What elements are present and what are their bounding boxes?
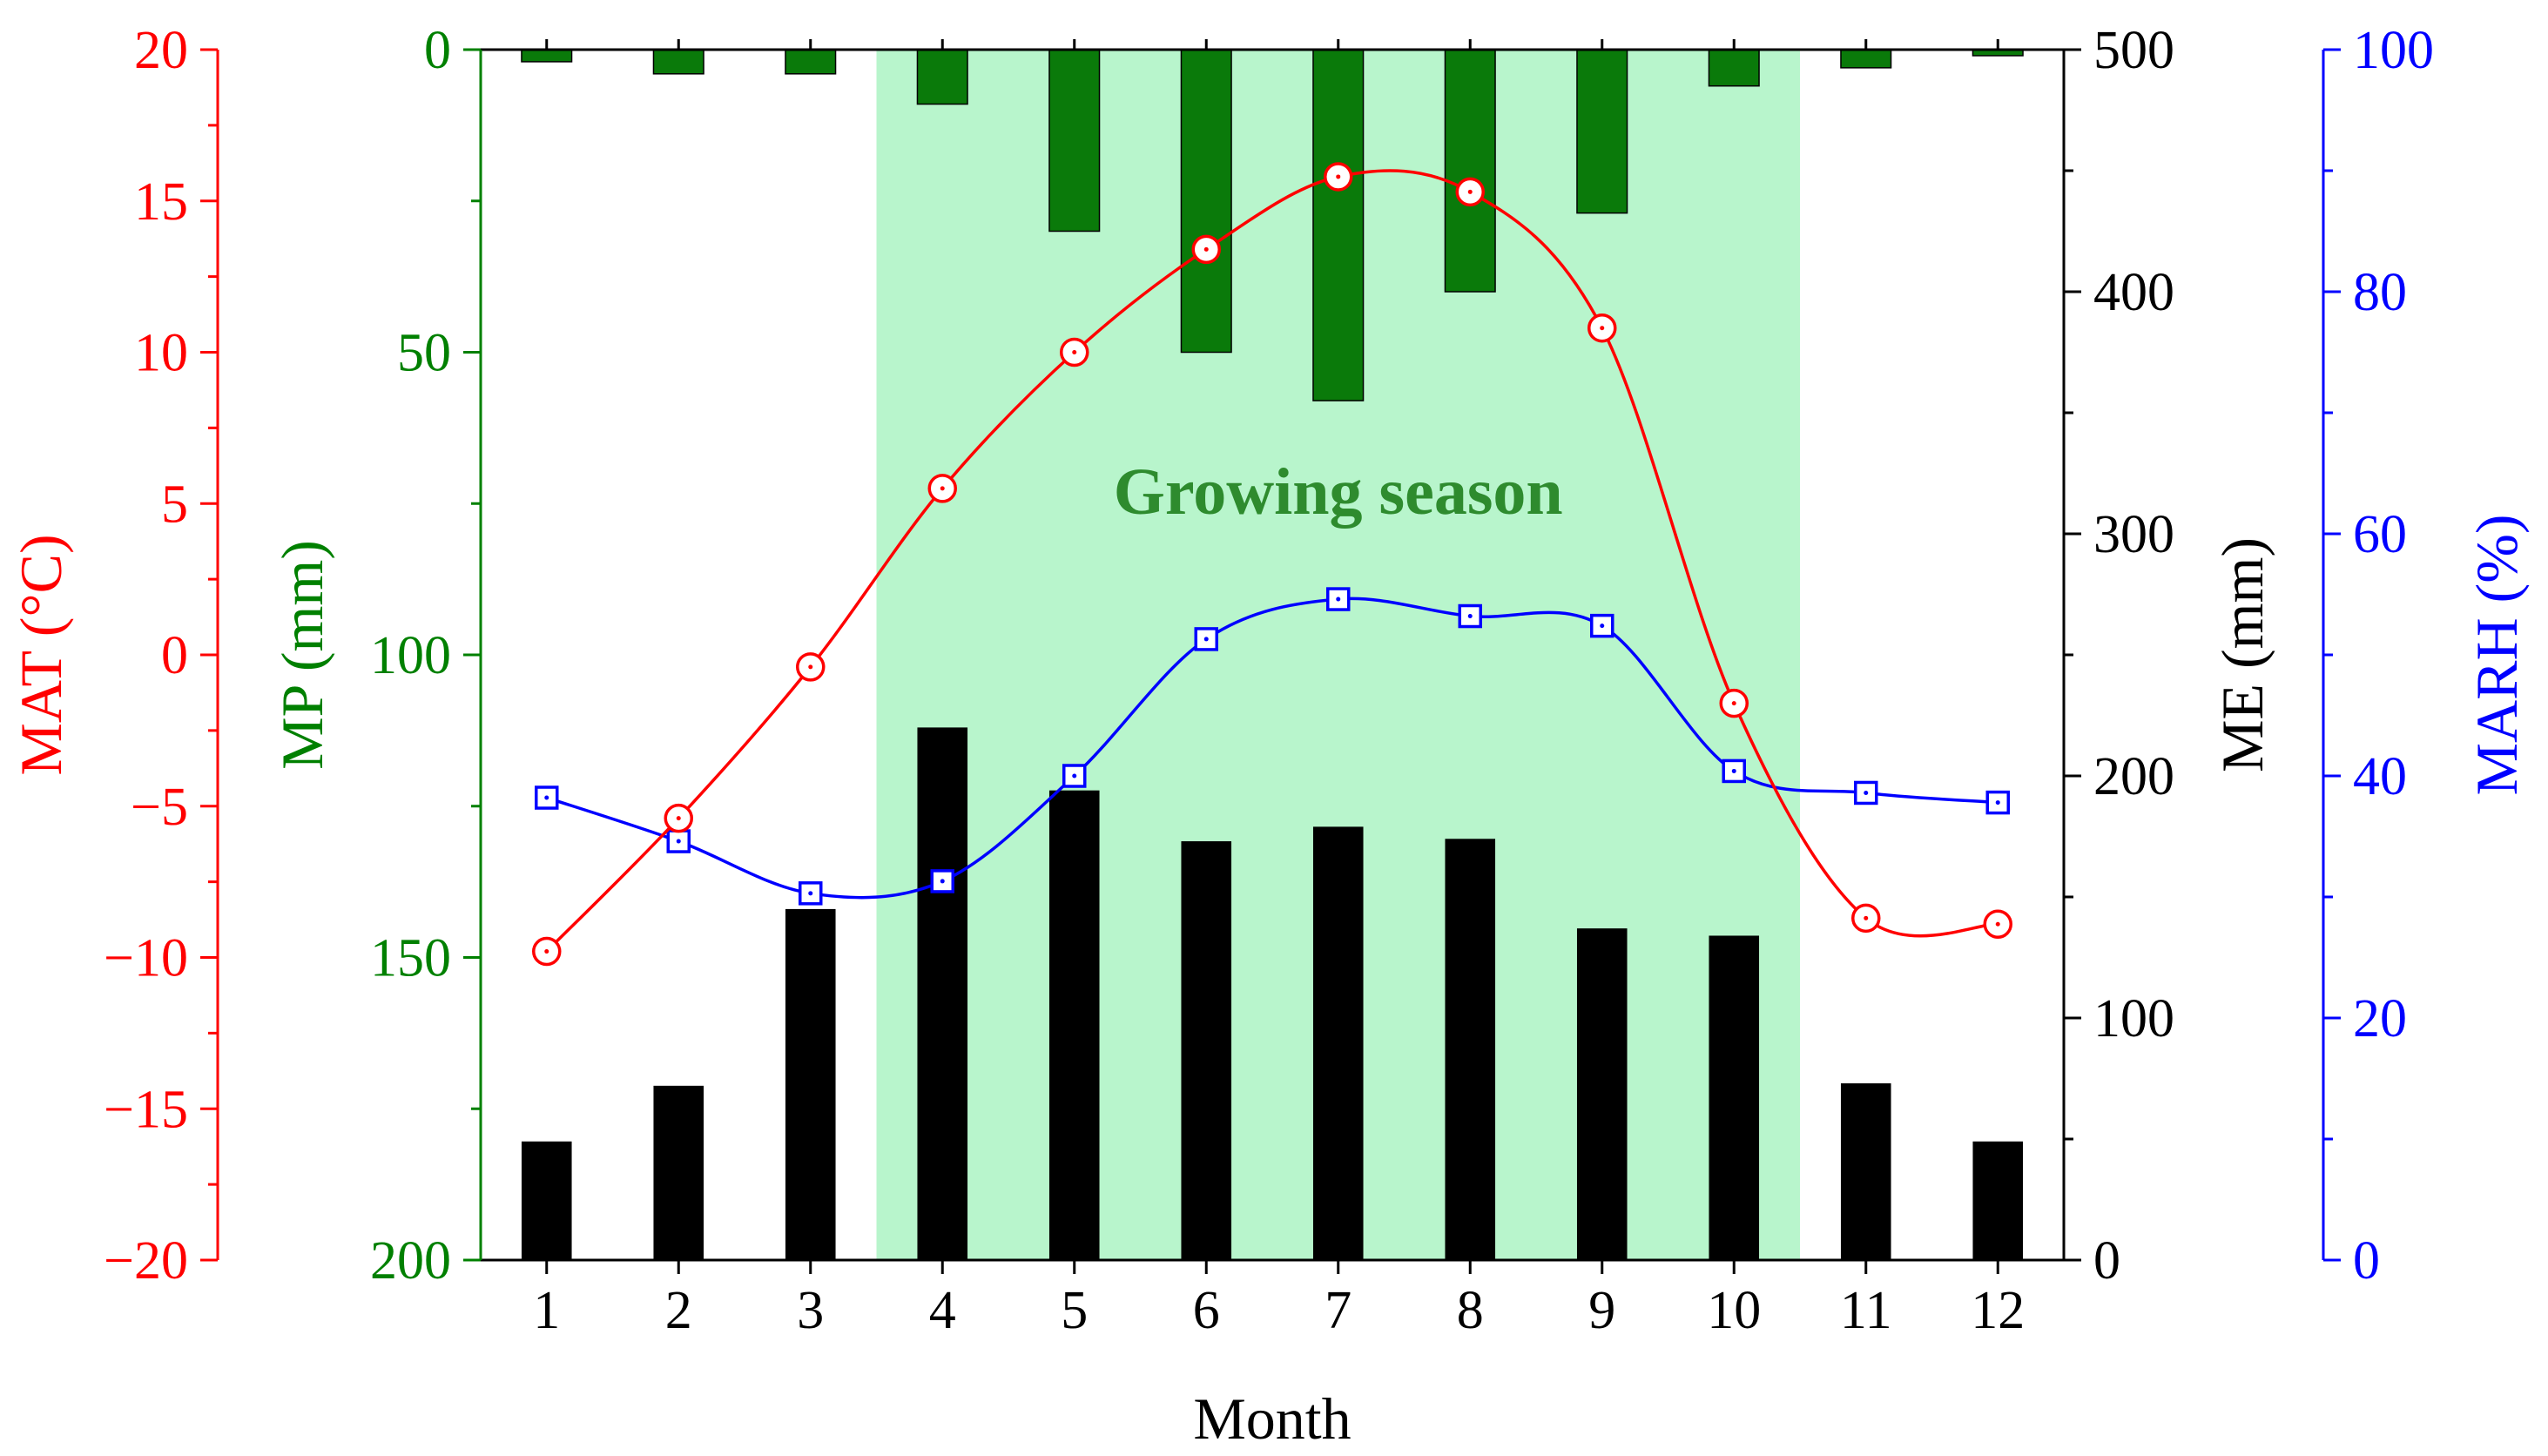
me-axis-title: ME (mm) — [2209, 537, 2275, 772]
x-tick-label-2: 2 — [665, 1281, 692, 1340]
mp-bar-month-6 — [1180, 49, 1232, 354]
mat-marker-dot-month-12 — [1995, 921, 2000, 927]
mat-tick-label--10: −10 — [104, 929, 188, 988]
x-tick-label-11: 11 — [1840, 1281, 1892, 1340]
mat-tick-label--20: −20 — [104, 1231, 188, 1291]
marh-marker-month-10 — [1722, 758, 1746, 784]
mp-bar-month-9 — [1576, 49, 1628, 214]
mp-tick-label-100: 100 — [370, 626, 451, 685]
me-bar-month-3 — [785, 908, 836, 1260]
me-bar-month-12 — [1972, 1141, 2024, 1260]
mat-axis-title: MAT (°C) — [8, 534, 74, 775]
marh-marker-dot-month-11 — [1864, 790, 1869, 795]
me-bar-month-5 — [1048, 790, 1100, 1260]
x-tick-label-9: 9 — [1588, 1281, 1615, 1340]
marh-axis-title: MARH (%) — [2464, 515, 2530, 796]
mat-tick-label-0: 0 — [161, 626, 188, 685]
me-bar-month-7 — [1312, 826, 1364, 1260]
me-tick-label-300: 300 — [2093, 505, 2174, 564]
mat-marker-dot-month-9 — [1600, 326, 1605, 331]
marh-marker-dot-month-5 — [1072, 773, 1077, 779]
marh-marker-dot-month-10 — [1731, 768, 1736, 773]
me-bar-month-6 — [1181, 841, 1232, 1260]
x-tick-label-3: 3 — [797, 1281, 824, 1340]
x-tick-label-1: 1 — [533, 1281, 560, 1340]
mat-marker-dot-month-3 — [808, 664, 813, 670]
x-tick-label-10: 10 — [1707, 1281, 1761, 1340]
mp-bar-month-7 — [1312, 49, 1365, 401]
x-tick-label-8: 8 — [1457, 1281, 1484, 1340]
marh-marker-dot-month-6 — [1203, 637, 1209, 642]
me-tick-label-0: 0 — [2093, 1231, 2120, 1291]
mp-bar-month-10 — [1708, 49, 1760, 87]
marh-tick-label-80: 80 — [2353, 263, 2407, 322]
x-tick-label-4: 4 — [929, 1281, 956, 1340]
mat-marker-dot-month-7 — [1336, 174, 1341, 179]
mat-tick-label--15: −15 — [104, 1080, 188, 1139]
mat-tick-label-5: 5 — [161, 475, 188, 534]
me-tick-label-100: 100 — [2093, 989, 2174, 1048]
marh-marker-month-1 — [535, 785, 559, 810]
mat-tick-label-10: 10 — [134, 324, 188, 383]
marh-tick-label-100: 100 — [2353, 21, 2434, 80]
mp-tick-label-150: 150 — [370, 929, 451, 988]
mp-tick-label-200: 200 — [370, 1231, 451, 1291]
me-bar-month-4 — [917, 727, 968, 1260]
mp-axis-title: MP (mm) — [269, 540, 335, 770]
me-tick-label-400: 400 — [2093, 263, 2174, 322]
mp-tick-label-0: 0 — [424, 21, 451, 80]
mat-marker-dot-month-11 — [1864, 915, 1869, 920]
me-bar-month-11 — [1840, 1083, 1891, 1260]
mat-marker-dot-month-10 — [1731, 701, 1736, 706]
marh-tick-label-60: 60 — [2353, 505, 2407, 564]
x-tick-label-5: 5 — [1061, 1281, 1088, 1340]
marh-marker-dot-month-12 — [1995, 800, 2000, 806]
mp-bar-month-11 — [1840, 49, 1892, 69]
x-axis-title: Month — [1193, 1385, 1351, 1452]
mat-line — [545, 169, 1999, 953]
me-bar-month-10 — [1709, 935, 1760, 1260]
me-bar-month-2 — [653, 1085, 704, 1260]
mat-tick-label--5: −5 — [131, 778, 188, 837]
mat-tick-label-20: 20 — [134, 21, 188, 80]
marh-marker-month-12 — [1985, 790, 2010, 815]
me-bar-month-1 — [521, 1141, 572, 1260]
marh-marker-dot-month-1 — [544, 795, 549, 800]
marh-marker-dot-month-9 — [1600, 624, 1605, 629]
marh-tick-label-0: 0 — [2353, 1231, 2380, 1291]
mat-marker-dot-month-6 — [1203, 246, 1209, 252]
me-tick-label-500: 500 — [2093, 21, 2174, 80]
me-bar-month-8 — [1445, 839, 1496, 1260]
mat-marker-dot-month-1 — [544, 949, 549, 954]
mp-bar-month-3 — [785, 49, 837, 75]
x-tick-label-6: 6 — [1193, 1281, 1220, 1340]
marh-marker-dot-month-3 — [808, 891, 813, 896]
me-bar-month-9 — [1576, 928, 1628, 1260]
mp-bar-month-1 — [521, 49, 573, 63]
marh-tick-label-40: 40 — [2353, 747, 2407, 806]
mp-bar-month-8 — [1444, 49, 1496, 293]
marh-marker-dot-month-8 — [1467, 614, 1473, 619]
marh-marker-dot-month-4 — [940, 879, 945, 884]
mat-tick-label-15: 15 — [134, 172, 188, 232]
x-tick-label-7: 7 — [1325, 1281, 1352, 1340]
mp-bar-month-4 — [916, 49, 968, 105]
mp-tick-label-50: 50 — [397, 324, 451, 383]
growing-season-label: Growing season — [1114, 455, 1563, 529]
mp-bar-month-2 — [652, 49, 704, 75]
mat-marker-dot-month-2 — [676, 816, 681, 821]
x-tick-label-12: 12 — [1971, 1281, 2025, 1340]
mat-marker-dot-month-4 — [940, 486, 945, 491]
mp-bar-month-5 — [1048, 49, 1101, 233]
mat-marker-dot-month-5 — [1072, 350, 1077, 354]
marh-tick-label-20: 20 — [2353, 989, 2407, 1048]
marh-marker-dot-month-2 — [676, 839, 681, 844]
mat-marker-dot-month-8 — [1467, 189, 1473, 194]
marh-marker-dot-month-7 — [1336, 597, 1341, 602]
me-tick-label-200: 200 — [2093, 747, 2174, 806]
